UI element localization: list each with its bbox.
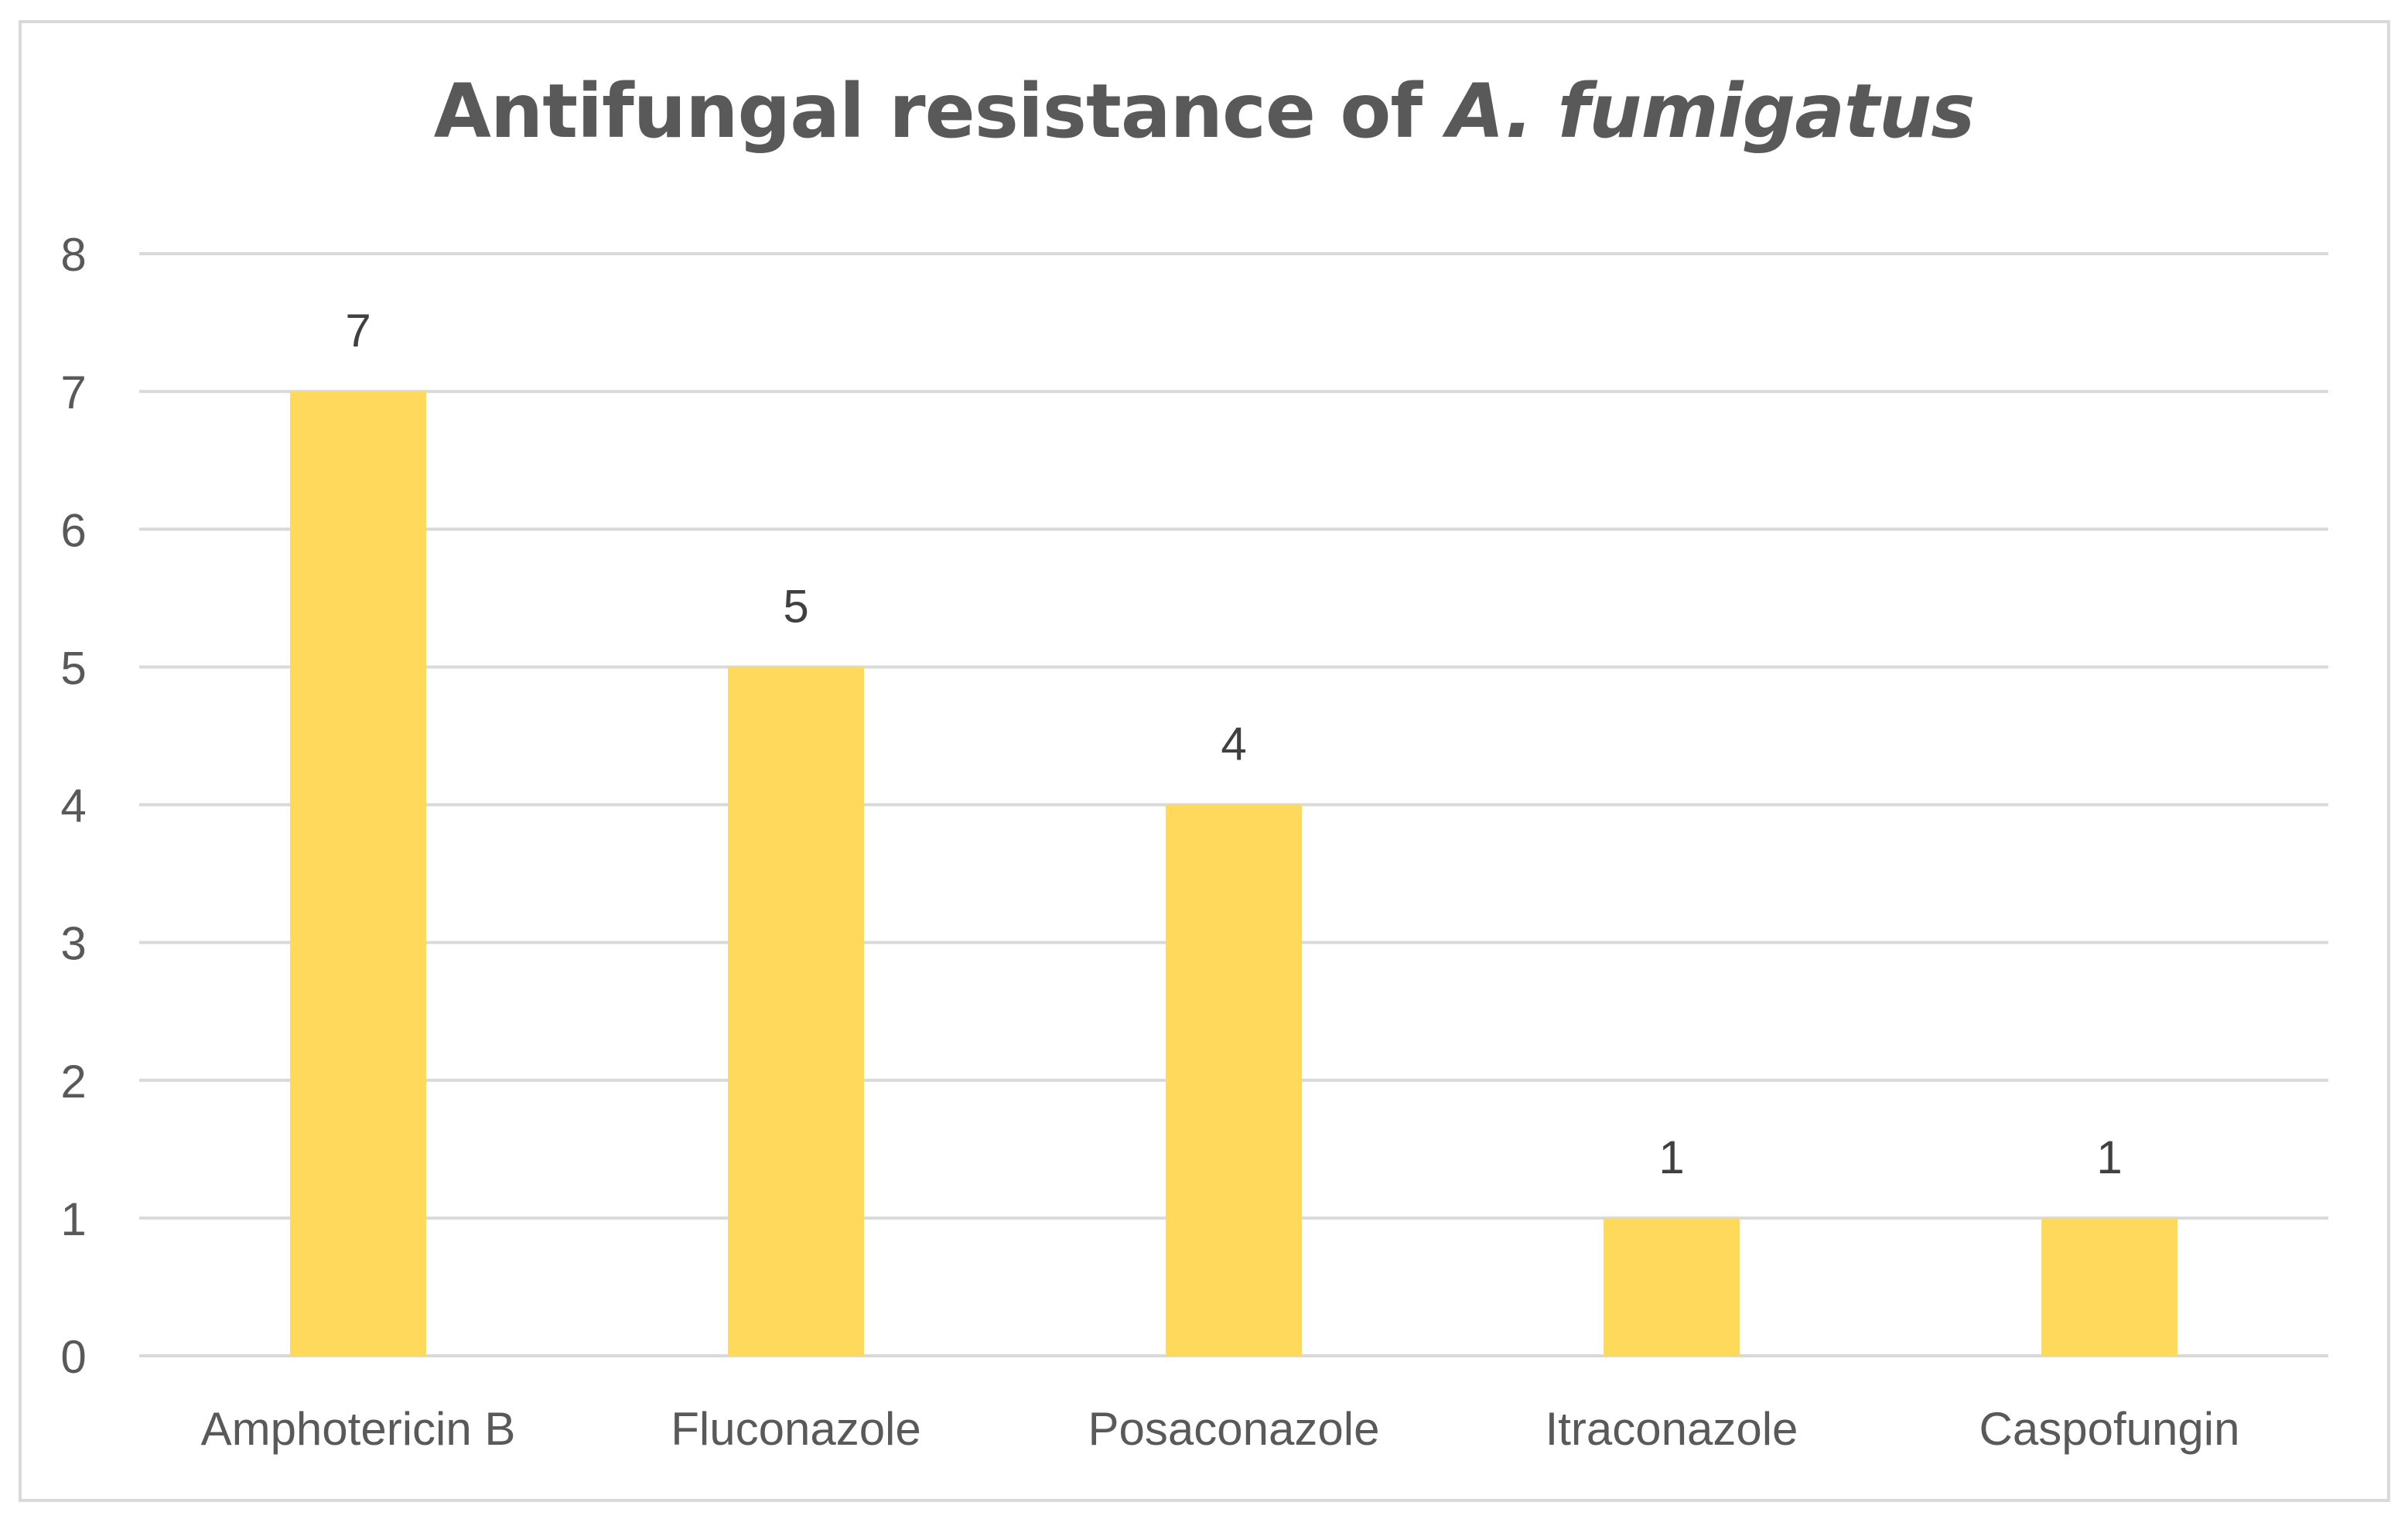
- data-label: 5: [783, 580, 808, 632]
- chart-title-species: A. fumigatus: [1447, 68, 1976, 155]
- data-label: 1: [1658, 1132, 1684, 1183]
- y-axis-ticks: 0 1 2 3 4 5 6 7 8: [60, 229, 86, 1383]
- bar: [1166, 804, 1302, 1356]
- data-labels: 7 5 4 1 1: [345, 305, 2122, 1183]
- bar: [1604, 1217, 1740, 1356]
- y-tick-label: 5: [60, 642, 86, 694]
- y-tick-label: 4: [60, 780, 86, 832]
- y-tick-label: 6: [60, 504, 86, 556]
- x-tick-label: Fluconazole: [671, 1403, 921, 1455]
- data-label: 4: [1221, 719, 1246, 770]
- y-tick-label: 8: [60, 229, 86, 281]
- bar: [728, 667, 864, 1356]
- y-tick-label: 2: [60, 1056, 86, 1108]
- bar: [2041, 1217, 2177, 1356]
- x-tick-label: Amphotericin B: [201, 1403, 516, 1455]
- y-tick-label: 3: [60, 918, 86, 970]
- x-tick-label: Itraconazole: [1546, 1403, 1798, 1455]
- data-label: 7: [345, 305, 371, 357]
- x-tick-label: Posaconazole: [1088, 1403, 1380, 1455]
- y-tick-label: 1: [60, 1193, 86, 1245]
- data-label: 1: [2096, 1132, 2122, 1183]
- x-tick-label: Caspofungin: [1979, 1403, 2240, 1455]
- bars: [290, 391, 2177, 1356]
- chart-title-main: Antifungal resistance of: [433, 68, 1423, 155]
- y-tick-label: 7: [60, 367, 86, 418]
- bar: [290, 391, 426, 1356]
- chart-title: Antifungal resistance of A. fumigatus: [0, 74, 2408, 148]
- x-axis-ticks: Amphotericin B Fluconazole Posaconazole Itr…: [201, 1403, 2240, 1455]
- y-tick-label: 0: [60, 1331, 86, 1383]
